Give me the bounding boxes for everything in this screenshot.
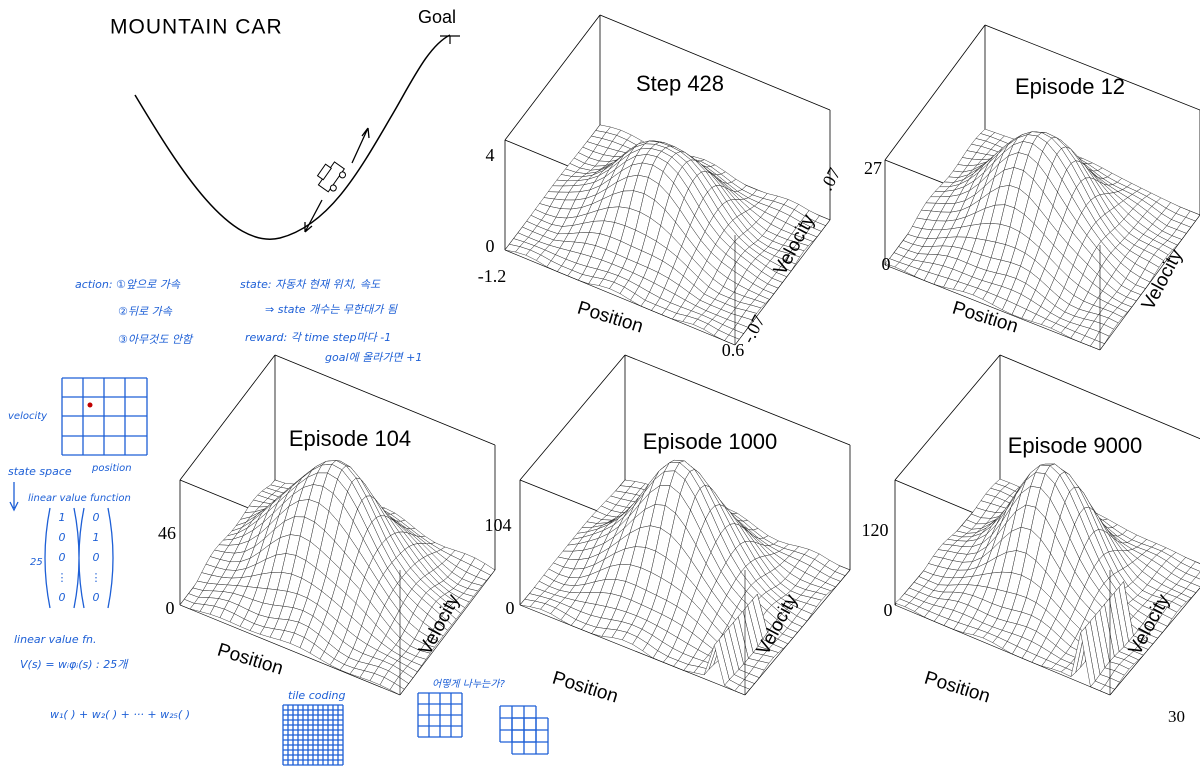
question: 어떻게 나누는가? bbox=[432, 678, 506, 690]
page-number: 30 bbox=[1168, 707, 1185, 726]
tile-coding-label: tile coding bbox=[288, 689, 345, 702]
note-action: ②뒤로 가속 bbox=[118, 305, 173, 318]
vector-entry: ⋮ bbox=[57, 571, 68, 584]
vector-entry: 0 bbox=[93, 591, 100, 604]
lvf-label: linear value function bbox=[28, 493, 131, 504]
z-bottom-label: 0 bbox=[884, 600, 893, 620]
sum-formula: w₁( ) + w₂( ) + ··· + w₂₅( ) bbox=[50, 708, 190, 721]
plot-title: Step 428 bbox=[636, 71, 724, 96]
z-top-label: 27 bbox=[864, 158, 882, 178]
note-state: state: 자동차 현재 위치, 속도 bbox=[240, 278, 381, 291]
state-space-label: state space bbox=[8, 465, 72, 478]
note-action: ③아무것도 안함 bbox=[118, 333, 194, 346]
vector-size: 25 bbox=[30, 557, 43, 568]
vector-entry: 0 bbox=[59, 531, 66, 544]
z-bottom-label: 0 bbox=[486, 236, 495, 256]
formula: V(s) = wᵢφᵢ(s) : 25개 bbox=[20, 658, 129, 671]
vector-entry: 0 bbox=[93, 511, 100, 524]
axis-limit-label: 0.6 bbox=[722, 340, 745, 360]
vector-entry: 1 bbox=[59, 511, 66, 524]
goal-label: Goal bbox=[418, 7, 456, 27]
grid-x-label: position bbox=[91, 463, 132, 474]
note-state: reward: 각 time step마다 -1 bbox=[245, 331, 391, 344]
note-state: ⇒ state 개수는 무한대가 됨 bbox=[265, 303, 398, 316]
axis-limit-label: -1.2 bbox=[478, 266, 507, 286]
z-top-label: 104 bbox=[485, 515, 512, 535]
slide-title: MOUNTAIN CAR bbox=[110, 16, 283, 39]
z-top-label: 4 bbox=[486, 145, 495, 165]
z-bottom-label: 0 bbox=[882, 254, 891, 274]
lvfn-label: linear value fn. bbox=[14, 633, 97, 646]
vector-entry: 0 bbox=[93, 551, 100, 564]
slide: MOUNTAIN CAR Goal action: ①앞으로 가속 ②뒤로 가속… bbox=[0, 0, 1200, 767]
note-action: action: ①앞으로 가속 bbox=[75, 278, 181, 291]
note-state: goal에 올라가면 +1 bbox=[325, 351, 422, 364]
state-dot bbox=[88, 403, 93, 408]
z-bottom-label: 0 bbox=[506, 598, 515, 618]
plot-title: Episode 12 bbox=[1015, 74, 1125, 99]
vector-entry: 0 bbox=[59, 591, 66, 604]
vector-entry: 1 bbox=[93, 531, 100, 544]
vector-entry: 0 bbox=[59, 551, 66, 564]
plot-title: Episode 9000 bbox=[1008, 433, 1143, 458]
z-bottom-label: 0 bbox=[166, 598, 175, 618]
z-top-label: 120 bbox=[862, 520, 889, 540]
vector-entry: ⋮ bbox=[91, 571, 102, 584]
grid-y-label: velocity bbox=[8, 411, 48, 422]
z-top-label: 46 bbox=[158, 523, 176, 543]
plot-title: Episode 104 bbox=[289, 426, 411, 451]
plot-title: Episode 1000 bbox=[643, 429, 778, 454]
